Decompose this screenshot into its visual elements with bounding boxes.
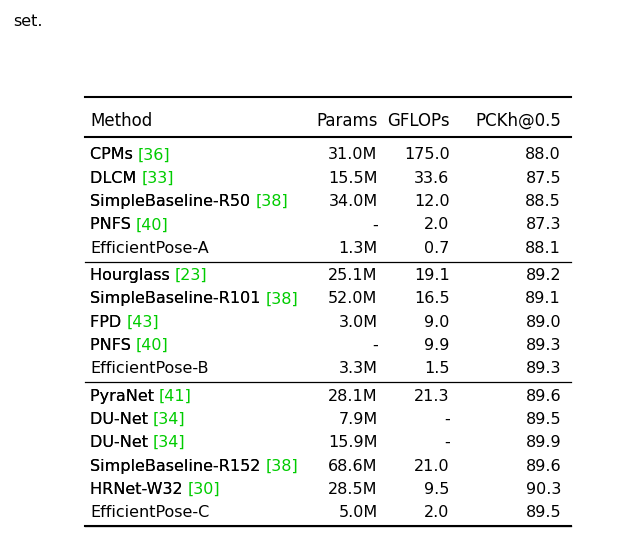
Text: 89.5: 89.5: [525, 412, 561, 427]
Text: -: -: [372, 217, 378, 232]
Text: 89.5: 89.5: [525, 505, 561, 520]
Text: PNFS: PNFS: [90, 338, 136, 353]
Text: DU-Net: DU-Net: [90, 435, 153, 450]
Text: CPMs: CPMs: [90, 147, 138, 162]
Text: [41]: [41]: [159, 389, 192, 404]
Text: 89.0: 89.0: [525, 315, 561, 330]
Text: 31.0M: 31.0M: [328, 147, 378, 162]
Text: [38]: [38]: [266, 459, 298, 474]
Text: Hourglass: Hourglass: [90, 268, 175, 283]
Text: 34.0M: 34.0M: [328, 194, 378, 209]
Text: PNFS: PNFS: [90, 338, 136, 353]
Text: 9.9: 9.9: [424, 338, 449, 353]
Text: [40]: [40]: [136, 217, 169, 232]
Text: -: -: [444, 435, 449, 450]
Text: [34]: [34]: [153, 435, 186, 450]
Text: 68.6M: 68.6M: [328, 459, 378, 474]
Text: 1.5: 1.5: [424, 361, 449, 376]
Text: [30]: [30]: [188, 482, 220, 497]
Text: DU-Net: DU-Net: [90, 435, 153, 450]
Text: 89.9: 89.9: [525, 435, 561, 450]
Text: 88.5: 88.5: [525, 194, 561, 209]
Text: HRNet-W32: HRNet-W32: [90, 482, 188, 497]
Text: 7.9M: 7.9M: [339, 412, 378, 427]
Text: 0.7: 0.7: [424, 241, 449, 255]
Text: [38]: [38]: [266, 291, 298, 306]
Text: 3.3M: 3.3M: [339, 361, 378, 376]
Text: 28.1M: 28.1M: [328, 389, 378, 404]
Text: SimpleBaseline-R152: SimpleBaseline-R152: [90, 459, 266, 474]
Text: EfficientPose-B: EfficientPose-B: [90, 361, 209, 376]
Text: EfficientPose-A: EfficientPose-A: [90, 241, 209, 255]
Text: 21.3: 21.3: [414, 389, 449, 404]
Text: 88.1: 88.1: [525, 241, 561, 255]
Text: -: -: [372, 338, 378, 353]
Text: SimpleBaseline-R101: SimpleBaseline-R101: [90, 291, 266, 306]
Text: 89.1: 89.1: [525, 291, 561, 306]
Text: Hourglass: Hourglass: [90, 268, 175, 283]
Text: 89.3: 89.3: [525, 361, 561, 376]
Text: 175.0: 175.0: [404, 147, 449, 162]
Text: 33.6: 33.6: [414, 171, 449, 186]
Text: 89.2: 89.2: [525, 268, 561, 283]
Text: 2.0: 2.0: [424, 217, 449, 232]
Text: 3.0M: 3.0M: [339, 315, 378, 330]
Text: 19.1: 19.1: [414, 268, 449, 283]
Text: 25.1M: 25.1M: [328, 268, 378, 283]
Text: DU-Net: DU-Net: [90, 412, 153, 427]
Text: FPD: FPD: [90, 315, 126, 330]
Text: 87.3: 87.3: [525, 217, 561, 232]
Text: 28.5M: 28.5M: [328, 482, 378, 497]
Text: SimpleBaseline-R50: SimpleBaseline-R50: [90, 194, 255, 209]
Text: SimpleBaseline-R152: SimpleBaseline-R152: [90, 459, 266, 474]
Text: GFLOPs: GFLOPs: [387, 112, 449, 130]
Text: [38]: [38]: [255, 194, 288, 209]
Text: CPMs: CPMs: [90, 147, 138, 162]
Text: set.: set.: [13, 14, 42, 29]
Text: FPD: FPD: [90, 315, 126, 330]
Text: [33]: [33]: [141, 171, 174, 186]
Text: 89.3: 89.3: [525, 338, 561, 353]
Text: PNFS: PNFS: [90, 217, 136, 232]
Text: HRNet-W32: HRNet-W32: [90, 482, 188, 497]
Text: PNFS: PNFS: [90, 217, 136, 232]
Text: 90.3: 90.3: [525, 482, 561, 497]
Text: [43]: [43]: [126, 315, 159, 330]
Text: 21.0: 21.0: [414, 459, 449, 474]
Text: [23]: [23]: [175, 268, 207, 283]
Text: 87.5: 87.5: [525, 171, 561, 186]
Text: PCKh@0.5: PCKh@0.5: [476, 112, 561, 130]
Text: 15.5M: 15.5M: [328, 171, 378, 186]
Text: DU-Net: DU-Net: [90, 412, 153, 427]
Text: Params: Params: [316, 112, 378, 130]
Text: 5.0M: 5.0M: [339, 505, 378, 520]
Text: PyraNet: PyraNet: [90, 389, 159, 404]
Text: 9.5: 9.5: [424, 482, 449, 497]
Text: DLCM: DLCM: [90, 171, 141, 186]
Text: 2.0: 2.0: [424, 505, 449, 520]
Text: 12.0: 12.0: [414, 194, 449, 209]
Text: 1.3M: 1.3M: [339, 241, 378, 255]
Text: DLCM: DLCM: [90, 171, 141, 186]
Text: 16.5: 16.5: [414, 291, 449, 306]
Text: SimpleBaseline-R50: SimpleBaseline-R50: [90, 194, 255, 209]
Text: 9.0: 9.0: [424, 315, 449, 330]
Text: 88.0: 88.0: [525, 147, 561, 162]
Text: SimpleBaseline-R101: SimpleBaseline-R101: [90, 291, 266, 306]
Text: PyraNet: PyraNet: [90, 389, 159, 404]
Text: 15.9M: 15.9M: [328, 435, 378, 450]
Text: [36]: [36]: [138, 147, 170, 162]
Text: [40]: [40]: [136, 338, 169, 353]
Text: 89.6: 89.6: [525, 459, 561, 474]
Text: 89.6: 89.6: [525, 389, 561, 404]
Text: 52.0M: 52.0M: [328, 291, 378, 306]
Text: -: -: [444, 412, 449, 427]
Text: Method: Method: [90, 112, 152, 130]
Text: [34]: [34]: [153, 412, 186, 427]
Text: EfficientPose-C: EfficientPose-C: [90, 505, 209, 520]
